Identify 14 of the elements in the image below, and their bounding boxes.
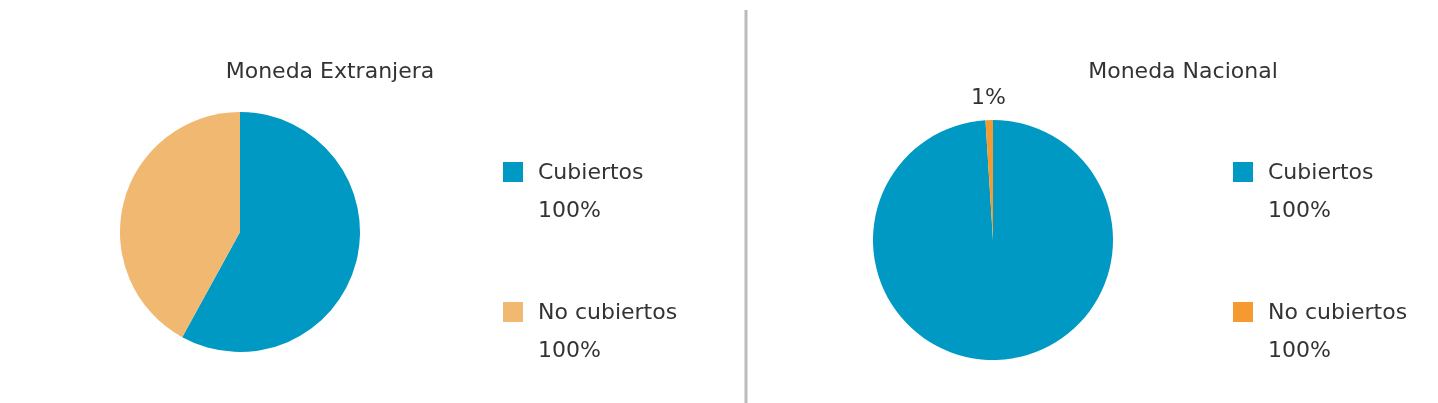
legend-label: Cubiertos xyxy=(538,159,644,184)
data-label: 1% xyxy=(971,84,1007,110)
legend-label: No cubiertos xyxy=(1268,299,1408,324)
text: 100% xyxy=(1268,197,1331,222)
text: 100% xyxy=(1268,337,1331,362)
legend-label: No cubiertos xyxy=(538,299,678,324)
pie-slice xyxy=(873,120,1113,360)
legend-label: Cubiertos xyxy=(1268,159,1374,184)
pie-slice xyxy=(120,112,240,338)
pie-slice xyxy=(182,112,360,352)
chart-title: Moneda Nacional xyxy=(1088,58,1278,83)
text: 100% xyxy=(538,337,601,362)
chart-title: Moneda Extranjera xyxy=(225,58,435,83)
text: 100% xyxy=(538,197,601,222)
